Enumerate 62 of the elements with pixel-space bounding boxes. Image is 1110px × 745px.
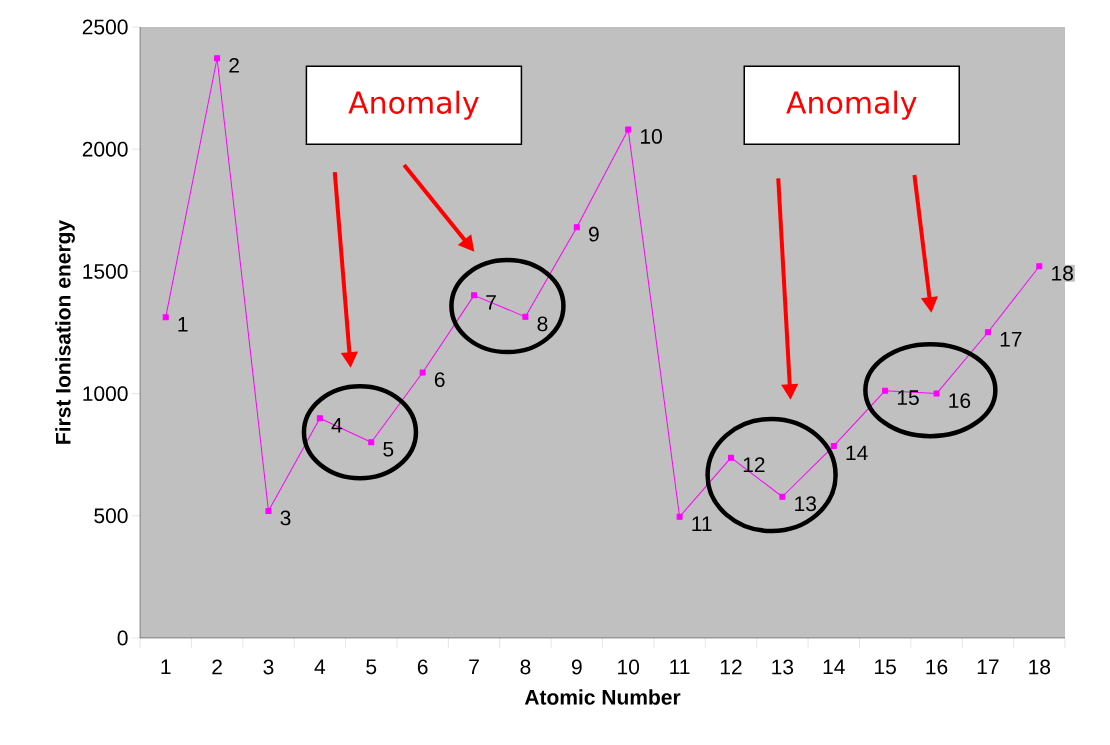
annotation: 16 [949,393,971,409]
point [882,387,889,394]
annotation: 12 [743,457,765,472]
x-tick-label: 18 [1029,659,1051,675]
point [162,314,169,321]
annotation: 2 [229,57,239,73]
x-tick-label: 13 [772,659,794,675]
y-tick-label: 500 [94,508,128,524]
x-tick-label: 12 [720,659,742,675]
annotation: 3 [280,510,291,526]
annotation: 8 [537,316,548,332]
y-axis-title: First Ionisation energy [55,220,75,444]
point [727,454,734,461]
point [419,369,426,376]
y-tick-label: 2000 [82,141,128,157]
x-tick-label: 8 [520,659,531,675]
annotation: 10 [641,128,662,144]
point [522,313,529,320]
x-tick-label: 5 [366,659,377,675]
x-tick-label: 3 [263,659,274,675]
annotation: 6 [434,372,445,388]
annotation: 14 [846,445,868,461]
y-tick-label: 1500 [83,263,128,279]
point [471,292,478,299]
annotation: 13 [795,496,816,512]
x-tick-label: 4 [314,659,326,674]
point [265,507,272,514]
annotation: 1 [178,317,188,332]
annotation: 17 [1000,332,1022,347]
annotation: Anomaly [348,90,479,120]
x-tick-label: 1 [161,659,171,674]
x-tick-label: 10 [618,659,640,675]
point [676,513,683,520]
point [984,329,991,336]
x-tick-label: 7 [469,659,479,674]
point [214,55,221,62]
point [933,390,940,397]
y-tick-label: 1000 [83,386,128,402]
x-tick-label: 6 [417,659,428,675]
annotation: 9 [589,226,599,242]
x-tick-label: 17 [977,659,999,674]
x-tick-label: 16 [926,659,948,675]
annotation: 15 [897,390,919,405]
point [830,442,837,449]
annotation: Anomaly [786,90,917,120]
point [573,224,580,231]
x-tick-label: 2 [212,659,222,675]
y-tick-label: 0 [117,630,128,646]
annotation: 11 [692,516,712,531]
annotation: 5 [383,441,394,457]
y-tick-label: 2500 [82,19,128,35]
point [625,126,632,133]
point [316,415,323,422]
point [779,493,786,500]
x-tick-label: 9 [571,659,582,675]
x-tick-label: 15 [875,659,896,675]
annotation: 18 [1052,265,1073,281]
x-axis-title: Atomic Number [524,689,681,705]
x-tick-label: 11 [670,659,690,674]
point [1036,263,1043,270]
point [368,439,375,446]
x-tick-label: 14 [823,659,845,674]
